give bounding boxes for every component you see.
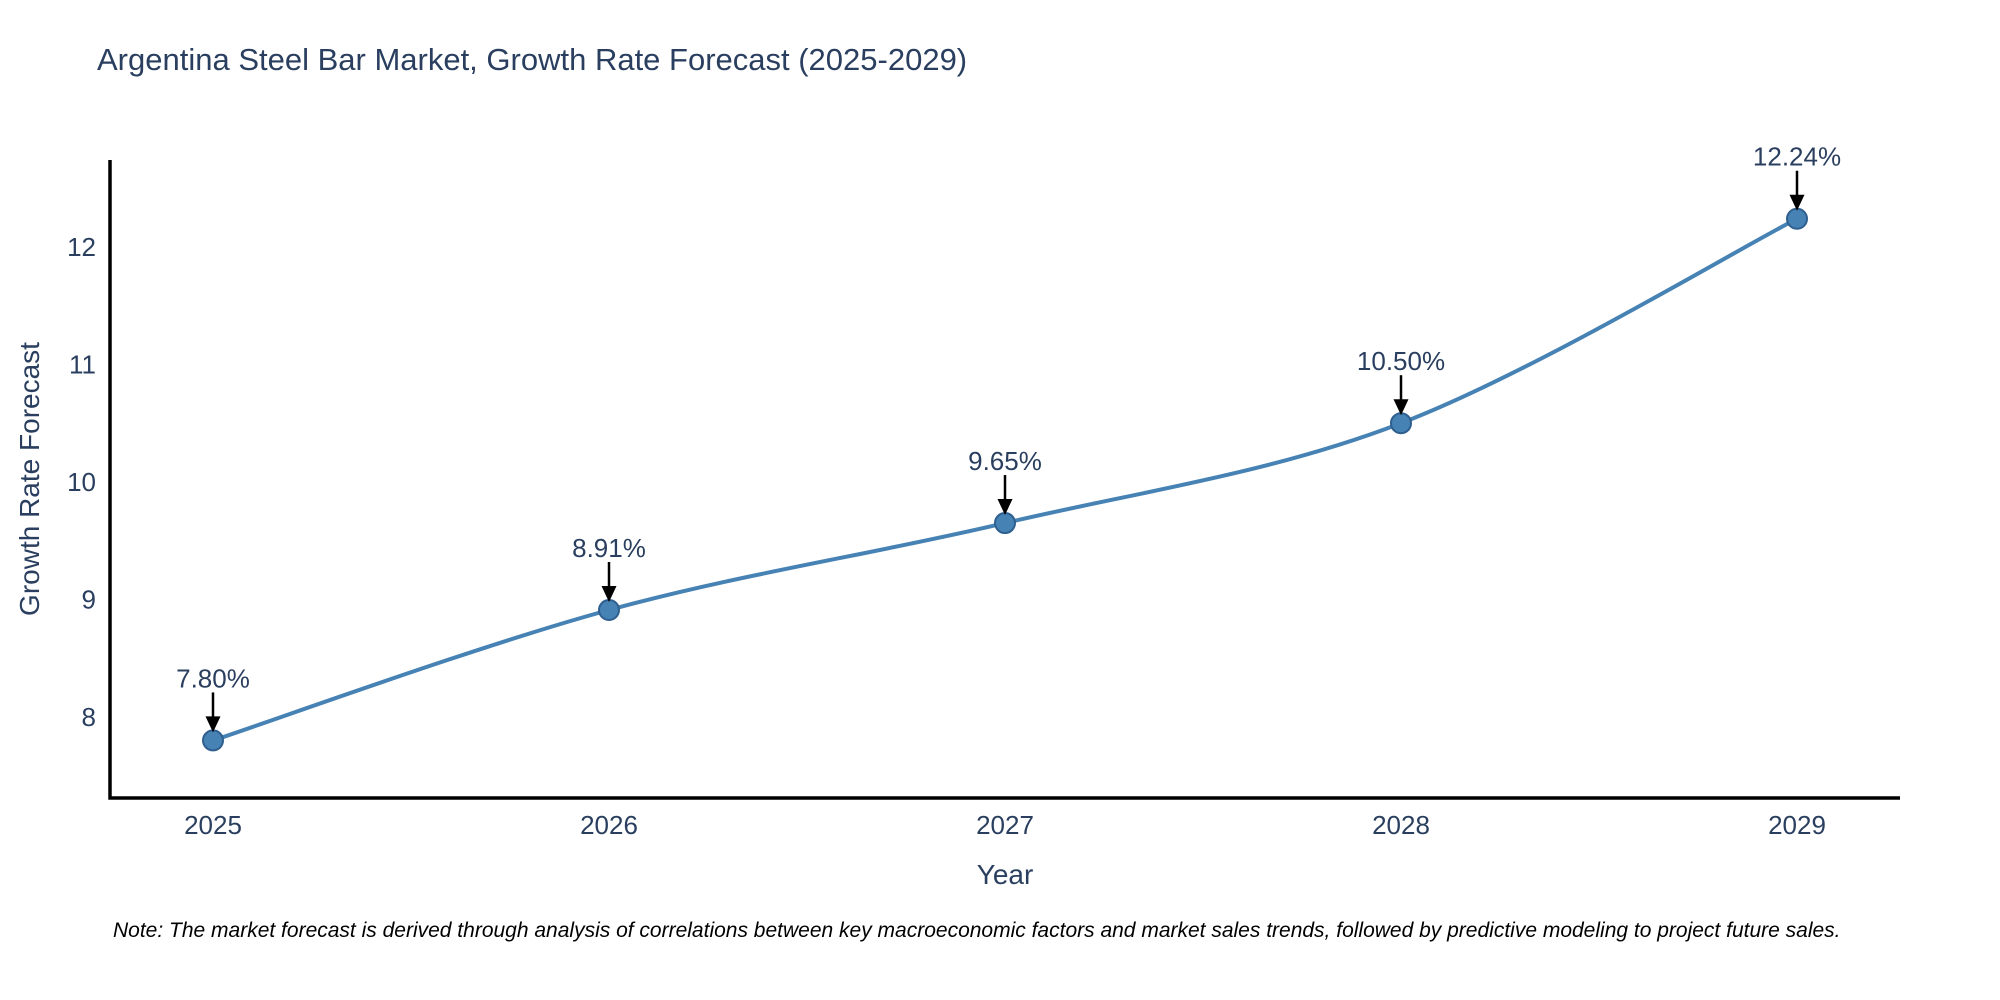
axis-lines [108,160,1900,800]
y-tick-label: 10 [67,467,96,497]
x-tick-label: 2026 [580,810,638,840]
data-point-2025 [202,729,224,752]
point-label: 12.24% [1753,142,1841,172]
x-tick-label: 2029 [1768,810,1826,840]
annotation-arrowhead [997,499,1013,516]
data-point-2027 [994,512,1016,535]
data-point-2028 [1390,412,1412,435]
x-tick-label: 2028 [1372,810,1430,840]
point-label: 9.65% [968,446,1042,476]
y-tick-label: 9 [82,584,96,614]
y-tick-label: 11 [69,349,96,379]
x-tick-label: 2027 [976,810,1034,840]
chart-title: Argentina Steel Bar Market, Growth Rate … [97,42,968,77]
annotation-arrowhead [1393,399,1409,416]
point-label: 8.91% [572,533,646,563]
annotation-arrowhead [1789,194,1805,211]
annotation-arrowhead [205,716,221,733]
data-point-2026 [598,599,620,622]
footnote: Note: The market forecast is derived thr… [113,919,1841,942]
point-label: 10.50% [1357,346,1445,376]
x-tick-label: 2025 [184,810,242,840]
x-axis-title: Year [976,859,1034,890]
data-point-2029 [1786,207,1808,230]
point-label: 7.80% [176,663,250,693]
y-tick-label: 8 [82,702,96,732]
y-tick-label: 12 [67,232,96,262]
annotation-arrowhead [601,586,617,603]
